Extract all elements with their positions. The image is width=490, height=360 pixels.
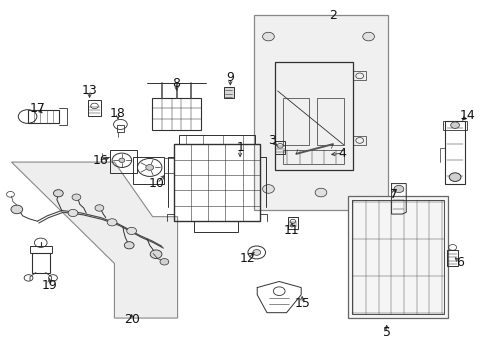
Bar	[27, 110, 59, 123]
Text: 3: 3	[268, 134, 276, 147]
Text: 17: 17	[29, 102, 45, 115]
Circle shape	[253, 249, 261, 255]
Text: 12: 12	[240, 252, 255, 265]
Text: 10: 10	[149, 177, 165, 190]
Bar	[30, 246, 51, 253]
Bar	[254, 15, 388, 211]
Text: 4: 4	[339, 147, 346, 159]
Bar	[443, 121, 467, 130]
Bar	[353, 136, 366, 145]
Circle shape	[363, 32, 374, 41]
Bar	[174, 144, 260, 221]
Text: 16: 16	[93, 154, 109, 167]
Text: 14: 14	[460, 109, 475, 122]
Bar	[110, 149, 137, 173]
Text: 8: 8	[172, 77, 181, 90]
Bar	[275, 141, 286, 154]
Circle shape	[315, 188, 327, 197]
Text: 5: 5	[383, 326, 391, 339]
Text: 7: 7	[390, 188, 398, 201]
Circle shape	[263, 32, 274, 41]
Bar	[275, 62, 353, 170]
Text: 2: 2	[329, 9, 337, 22]
Text: 13: 13	[82, 84, 98, 97]
Bar	[351, 200, 444, 315]
Bar	[88, 100, 101, 116]
Circle shape	[53, 190, 63, 197]
Bar	[117, 125, 124, 132]
Bar	[317, 98, 343, 145]
Bar	[152, 98, 201, 130]
Text: 6: 6	[456, 256, 464, 269]
Circle shape	[95, 205, 104, 211]
Text: 11: 11	[284, 224, 300, 237]
Bar	[283, 98, 309, 145]
Circle shape	[451, 122, 460, 129]
Bar	[288, 217, 297, 229]
Bar	[447, 250, 458, 266]
Circle shape	[72, 194, 81, 201]
Text: 9: 9	[226, 71, 234, 84]
Circle shape	[160, 258, 169, 265]
Bar	[194, 221, 238, 232]
Text: 1: 1	[236, 141, 244, 154]
Bar	[224, 87, 234, 98]
Circle shape	[449, 173, 461, 181]
Circle shape	[263, 185, 274, 193]
Text: 20: 20	[123, 313, 140, 327]
Text: 18: 18	[110, 107, 126, 120]
Circle shape	[119, 158, 125, 162]
Bar	[445, 121, 465, 184]
Circle shape	[150, 250, 162, 258]
Circle shape	[11, 205, 23, 214]
Text: 19: 19	[42, 279, 57, 292]
Bar	[179, 135, 255, 144]
Bar	[347, 196, 448, 318]
Bar	[133, 157, 164, 184]
Circle shape	[127, 227, 137, 234]
Bar	[32, 253, 49, 273]
Circle shape	[124, 242, 134, 249]
Circle shape	[107, 219, 117, 226]
Circle shape	[68, 210, 78, 217]
Bar	[353, 71, 366, 80]
Circle shape	[146, 165, 154, 170]
Circle shape	[394, 185, 404, 193]
Text: 15: 15	[294, 297, 310, 310]
Polygon shape	[11, 162, 177, 318]
Bar	[283, 150, 343, 165]
